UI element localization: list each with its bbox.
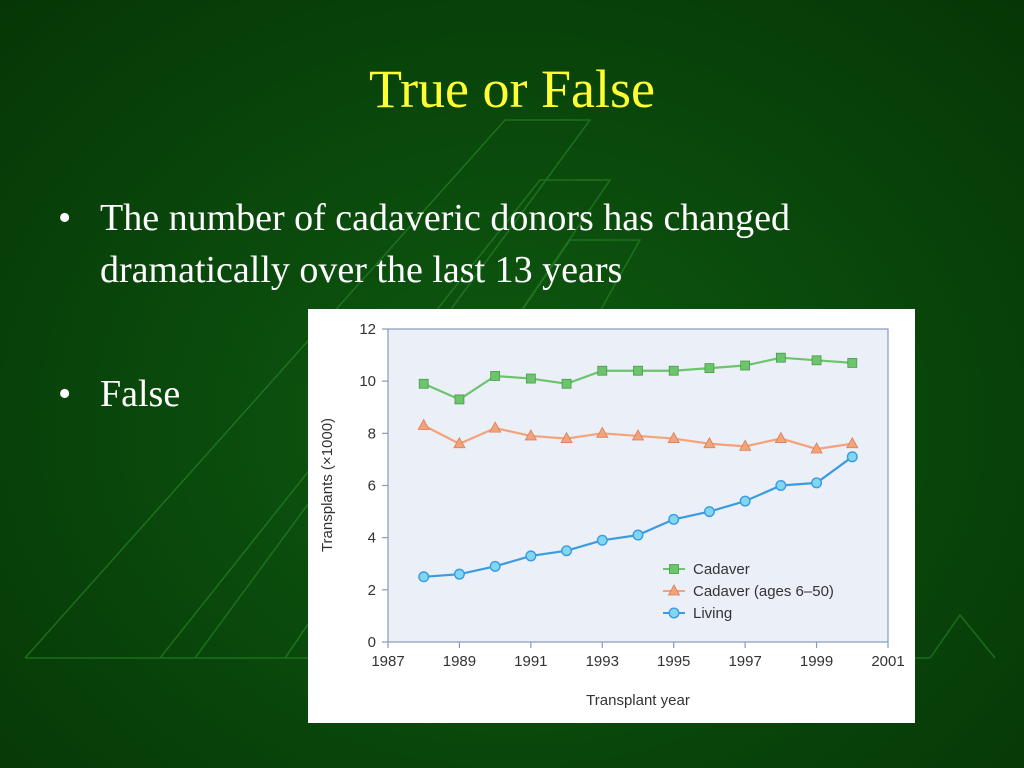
data-point [418,571,430,583]
bullet-text: False [100,373,181,415]
x-axis-label: Transplant year [586,692,690,709]
data-point [631,429,645,441]
x-tick-label: 1999 [800,653,833,670]
data-point [596,426,609,438]
y-tick-label: 12 [359,321,376,338]
data-point [489,560,501,572]
y-tick-label: 10 [359,373,376,390]
slide-title: True or False [368,59,655,119]
x-tick-label: 1987 [371,653,404,670]
legend-label: Cadaver [693,561,750,578]
data-point [775,352,786,363]
data-point [525,373,536,384]
bullet-dot-icon: • [58,197,72,239]
data-point [846,451,858,463]
data-point [418,378,429,389]
chart-panel: 1987 1989 1991 1993 1995 1997 1999 2001 0 2 4 6 8 10 1… [308,309,915,723]
bullet-text: The number of cadaveric donors has chang… [100,197,791,291]
x-tick-label: 1991 [514,653,547,670]
bullet-list: • The number of cadaveric donors has cha… [58,192,958,420]
data-point [561,545,573,557]
bullet-item: • The number of cadaveric donors has cha… [58,192,958,296]
data-point [490,371,501,381]
data-point [453,568,465,580]
data-point [703,436,716,449]
data-point [596,534,608,546]
x-tick-label: 1997 [728,653,761,670]
data-point [560,431,573,443]
legend: Cadaver Cadaver (ages 6–50) Living [663,561,834,622]
data-point [703,506,715,518]
x-tick-label: 1995 [657,653,690,670]
data-point [739,495,751,507]
data-point [488,421,502,433]
data-point [453,436,466,449]
data-point [417,418,430,430]
data-point [704,363,715,374]
data-point [738,439,752,451]
plot-area [387,328,889,643]
data-point [524,429,538,441]
bullet-dot-icon: • [58,373,72,415]
data-point [668,365,679,376]
x-tick-label: 1989 [443,653,476,670]
y-tick-label: 0 [368,634,376,651]
data-point [632,529,644,541]
legend-marker [669,564,679,574]
y-tick-label: 6 [368,478,376,495]
x-tick-label: 1993 [586,653,619,670]
legend-label: Living [693,605,732,622]
x-tick-label: 2001 [871,653,904,670]
y-tick-label: 8 [368,425,376,442]
data-point [811,477,823,489]
legend-marker [667,584,681,596]
legend-marker [668,607,680,619]
data-point [846,436,859,449]
data-point [740,360,751,371]
data-point [774,431,788,443]
y-tick-label: 4 [368,530,376,547]
data-point [454,394,465,405]
data-point [633,365,643,376]
data-point [525,550,537,562]
data-point [667,431,680,443]
legend-label: Cadaver (ages 6–50) [693,583,834,600]
data-point [561,378,572,389]
data-point [597,365,608,376]
data-point [810,442,823,454]
data-point [668,513,680,525]
bullet-item: • False [58,368,958,420]
data-point [811,355,822,366]
line-chart: 1987 1989 1991 1993 1995 1997 1999 2001 0 2 4 6 8 10 1… [319,321,905,709]
data-point [775,479,787,491]
y-tick-label: 2 [368,582,376,599]
y-axis-label: Transplants (×1000) [319,418,336,552]
data-point [847,358,858,368]
